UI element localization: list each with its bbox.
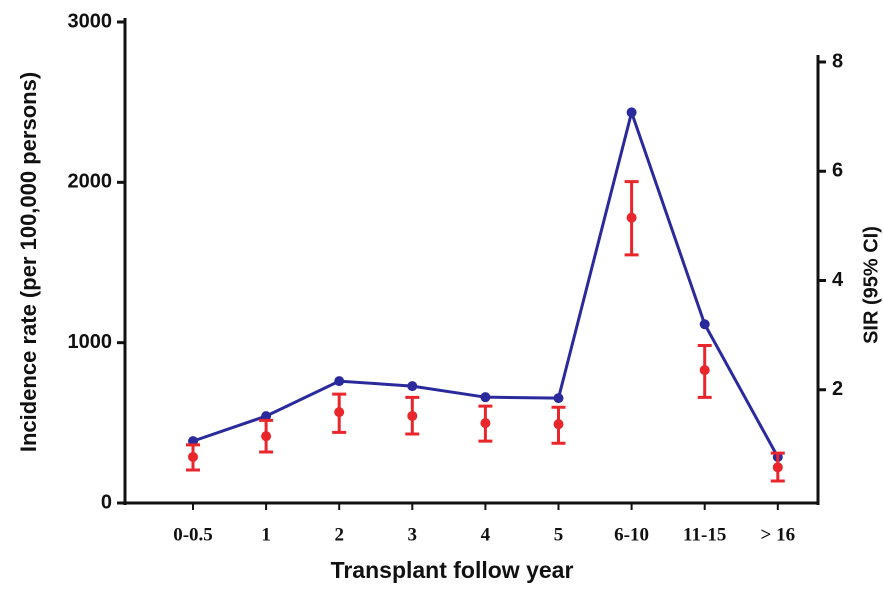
x-tick-label: 0-0.5 <box>173 524 213 545</box>
x-tick-label: 2 <box>334 524 344 545</box>
point <box>699 365 710 376</box>
y2-axis-label: SIR (95% CI) <box>860 226 882 344</box>
y2-tick-label: 8 <box>832 50 843 72</box>
y-tick-label: 2000 <box>68 171 113 193</box>
point <box>334 407 345 418</box>
y-tick-label: 1000 <box>68 331 113 353</box>
y2-tick-label: 6 <box>832 160 843 182</box>
point <box>553 393 564 404</box>
point <box>553 419 564 430</box>
point <box>261 411 272 422</box>
x-axis-label: Transplant follow year <box>331 557 574 583</box>
point <box>626 107 637 118</box>
x-tick-label: 1 <box>261 524 271 545</box>
point <box>626 212 637 223</box>
point <box>480 418 491 429</box>
x-tick-label: 6-10 <box>614 524 649 545</box>
x-tick-label: 5 <box>554 524 564 545</box>
point <box>188 451 198 462</box>
y-axis-label: Incidence rate (per 100,000 persons) <box>16 72 41 452</box>
x-tick-label: 11-15 <box>683 524 726 545</box>
point <box>407 381 418 392</box>
y2-tick-label: 4 <box>832 269 844 291</box>
point <box>772 462 783 473</box>
point <box>407 410 418 421</box>
point <box>334 376 345 387</box>
x-tick-label: 4 <box>481 524 491 545</box>
point <box>699 319 710 330</box>
point <box>261 431 272 442</box>
y2-tick-label: 2 <box>832 378 843 400</box>
y-tick-label: 3000 <box>68 10 113 32</box>
x-tick-label: > 16 <box>761 524 796 545</box>
x-tick-label: 3 <box>408 524 418 545</box>
point <box>480 392 491 403</box>
y-tick-label: 0 <box>101 491 112 513</box>
